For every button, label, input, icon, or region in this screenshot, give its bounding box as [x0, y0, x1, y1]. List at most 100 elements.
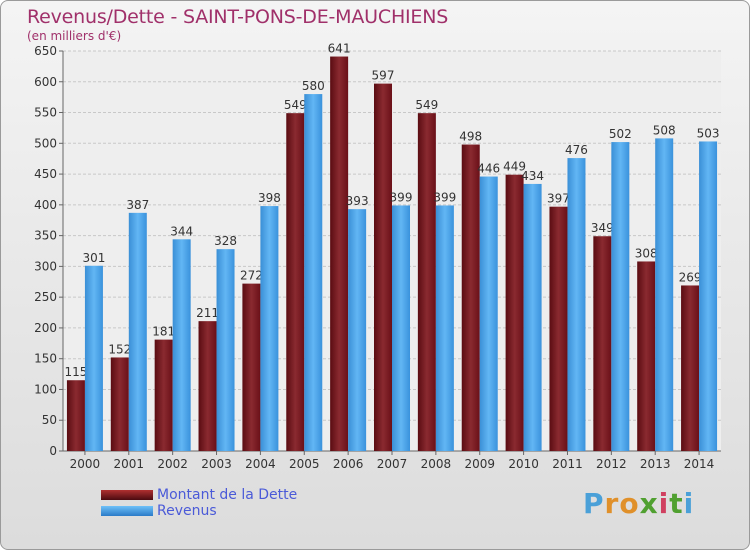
- data-label-dette: 549: [284, 98, 307, 112]
- y-tick-label: 400: [34, 198, 57, 212]
- data-label-revenus: 580: [302, 79, 325, 93]
- bar-dette: [681, 285, 700, 451]
- x-tick-label: 2009: [464, 457, 495, 471]
- bar-dette: [330, 56, 349, 452]
- bar-dette: [461, 144, 480, 452]
- data-label-dette: 397: [547, 192, 570, 206]
- data-label-revenus: 446: [477, 162, 500, 176]
- data-label-dette: 349: [591, 221, 614, 235]
- y-tick-label: 250: [34, 290, 57, 304]
- data-label-dette: 115: [64, 365, 87, 379]
- data-label-dette: 549: [415, 98, 438, 112]
- x-tick-label: 2003: [201, 457, 232, 471]
- bar-revenus: [348, 209, 367, 451]
- data-label-revenus: 434: [521, 169, 544, 183]
- bar-revenus: [216, 249, 235, 451]
- data-label-dette: 272: [240, 269, 263, 283]
- bar-revenus: [172, 239, 191, 451]
- data-label-revenus: 393: [346, 194, 369, 208]
- logo-letter: i: [658, 487, 670, 520]
- bar-dette: [637, 261, 656, 451]
- logo-letter: P: [583, 487, 605, 520]
- y-tick-label: 650: [34, 44, 57, 58]
- x-tick-label: 2004: [245, 457, 276, 471]
- x-tick-label: 2006: [333, 457, 364, 471]
- y-tick-label: 100: [34, 382, 57, 396]
- data-label-dette: 597: [372, 69, 395, 83]
- data-label-revenus: 503: [697, 126, 720, 140]
- x-tick-label: 2010: [508, 457, 539, 471]
- y-tick-label: 150: [34, 352, 57, 366]
- x-tick-label: 2008: [421, 457, 452, 471]
- logo-letter: i: [683, 487, 695, 520]
- bar-revenus: [435, 205, 454, 451]
- bar-dette: [593, 236, 612, 451]
- data-label-revenus: 399: [390, 190, 413, 204]
- data-label-dette: 211: [196, 306, 219, 320]
- y-tick-label: 300: [34, 259, 57, 273]
- x-tick-label: 2000: [70, 457, 101, 471]
- data-label-revenus: 387: [126, 198, 149, 212]
- legend-label-revenus: Revenus: [157, 503, 217, 519]
- data-label-revenus: 398: [258, 191, 281, 205]
- bar-revenus: [699, 141, 718, 451]
- bar-revenus: [523, 183, 542, 451]
- y-tick-label: 550: [34, 106, 57, 120]
- x-tick-label: 2012: [596, 457, 627, 471]
- legend-swatch-dette: [101, 490, 153, 500]
- legend-swatch-revenus: [101, 506, 153, 516]
- bar-revenus: [260, 206, 279, 451]
- x-tick-label: 2005: [289, 457, 320, 471]
- data-label-dette: 269: [679, 270, 702, 284]
- bar-dette: [242, 283, 261, 451]
- logo-letter: t: [669, 487, 684, 520]
- legend-item-dette: Montant de la Dette: [101, 487, 297, 503]
- chart-title: Revenus/Dette - SAINT-PONS-DE-MAUCHIENS: [27, 6, 449, 28]
- bar-dette: [374, 83, 392, 451]
- bar-dette: [417, 113, 436, 452]
- y-tick-label: 200: [34, 321, 57, 335]
- bar-revenus: [304, 94, 323, 452]
- data-label-revenus: 328: [214, 234, 237, 248]
- y-tick-label: 0: [49, 444, 57, 458]
- data-label-revenus: 399: [433, 190, 456, 204]
- x-tick-label: 2011: [552, 457, 583, 471]
- logo-letter: r: [604, 487, 620, 520]
- legend-label-dette: Montant de la Dette: [157, 487, 298, 503]
- data-label-revenus: 508: [653, 123, 676, 137]
- bar-dette: [505, 174, 524, 451]
- y-tick-label: 50: [42, 413, 57, 427]
- y-tick-label: 450: [34, 167, 57, 181]
- data-label-dette: 152: [108, 342, 131, 356]
- bar-revenus: [84, 265, 103, 451]
- legend: Montant de la Dette Revenus: [101, 487, 297, 519]
- bar-revenus: [567, 158, 586, 452]
- bar-revenus: [479, 176, 498, 452]
- proxiti-logo: Proxiti: [583, 487, 694, 520]
- data-label-revenus: 301: [82, 251, 105, 265]
- bar-dette: [286, 113, 305, 452]
- data-label-revenus: 476: [565, 143, 588, 157]
- bar-revenus: [611, 142, 630, 452]
- data-label-dette: 181: [152, 325, 175, 339]
- bar-dette: [66, 380, 85, 451]
- bar-dette: [110, 357, 129, 451]
- x-tick-label: 2007: [377, 457, 408, 471]
- bar-dette: [549, 206, 568, 451]
- y-tick-label: 600: [34, 75, 57, 89]
- chart-subtitle: (en milliers d'€): [27, 29, 122, 43]
- data-label-revenus: 502: [609, 127, 632, 141]
- logo-letter: o: [619, 487, 640, 520]
- bar-revenus: [128, 212, 147, 451]
- x-tick-label: 2001: [114, 457, 145, 471]
- data-label-dette: 449: [503, 160, 526, 174]
- data-label-revenus: 344: [170, 224, 193, 238]
- y-tick-label: 500: [34, 136, 57, 150]
- legend-item-revenus: Revenus: [101, 503, 297, 519]
- bar-dette: [198, 321, 217, 451]
- data-label-dette: 308: [635, 246, 658, 260]
- data-label-dette: 498: [459, 130, 482, 144]
- x-tick-label: 2013: [640, 457, 671, 471]
